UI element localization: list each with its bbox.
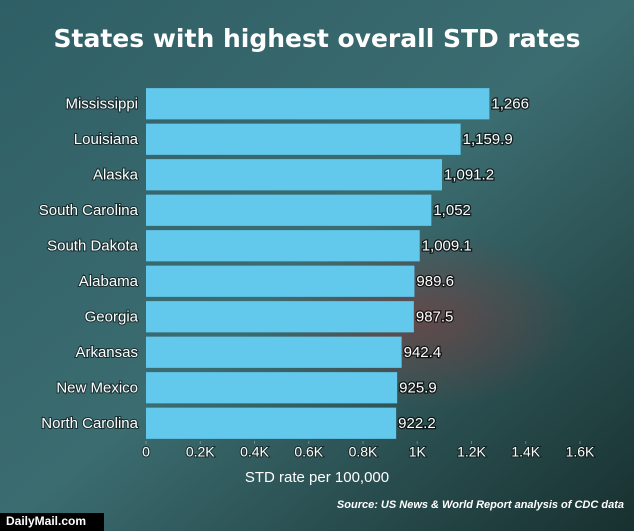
value-label: 922.2 [398, 415, 436, 432]
y-tick-label: Louisiana [74, 131, 139, 148]
chart-title: States with highest overall STD rates [54, 24, 581, 53]
x-axis-label: STD rate per 100,000 [245, 469, 389, 486]
x-tick-label: 1.6K [566, 444, 595, 460]
x-tick-label: 0.8K [349, 444, 378, 460]
x-tick-label: 0.2K [186, 444, 215, 460]
value-label: 942.4 [404, 344, 442, 361]
watermark: DailyMail.com [6, 514, 86, 528]
y-tick-label: Mississippi [65, 96, 138, 113]
bar [146, 301, 414, 333]
y-tick-label: New Mexico [56, 380, 138, 397]
bar [146, 159, 442, 191]
y-tick-label: South Dakota [47, 238, 139, 255]
value-label: 1,159.9 [463, 131, 513, 148]
value-label: 925.9 [399, 380, 437, 397]
x-tick-label: 1K [409, 444, 427, 460]
y-tick-label: Georgia [85, 309, 139, 326]
value-label: 1,266 [491, 96, 529, 113]
value-label: 987.5 [416, 309, 454, 326]
y-tick-label: Alaska [93, 167, 139, 184]
y-tick-label: Arkansas [75, 344, 138, 361]
bar [146, 265, 415, 297]
value-label: 1,052 [433, 202, 471, 219]
bar [146, 372, 398, 404]
value-label: 989.6 [416, 273, 454, 290]
bar [146, 407, 397, 439]
y-tick-label: South Carolina [39, 202, 139, 219]
bar [146, 123, 461, 155]
x-tick-label: 1.2K [457, 444, 486, 460]
y-tick-label: North Carolina [41, 415, 138, 432]
value-label: 1,009.1 [422, 238, 472, 255]
bar [146, 88, 490, 120]
x-tick-label: 1.4K [511, 444, 540, 460]
y-tick-label: Alabama [79, 273, 139, 290]
x-tick-label: 0 [142, 444, 150, 460]
x-tick-label: 0.4K [240, 444, 269, 460]
bar [146, 336, 402, 368]
bar [146, 194, 432, 226]
x-tick-label: 0.6K [294, 444, 323, 460]
value-label: 1,091.2 [444, 167, 494, 184]
bar [146, 230, 420, 262]
source: Source: US News & World Report analysis … [337, 499, 624, 511]
watermark-box [0, 513, 104, 531]
